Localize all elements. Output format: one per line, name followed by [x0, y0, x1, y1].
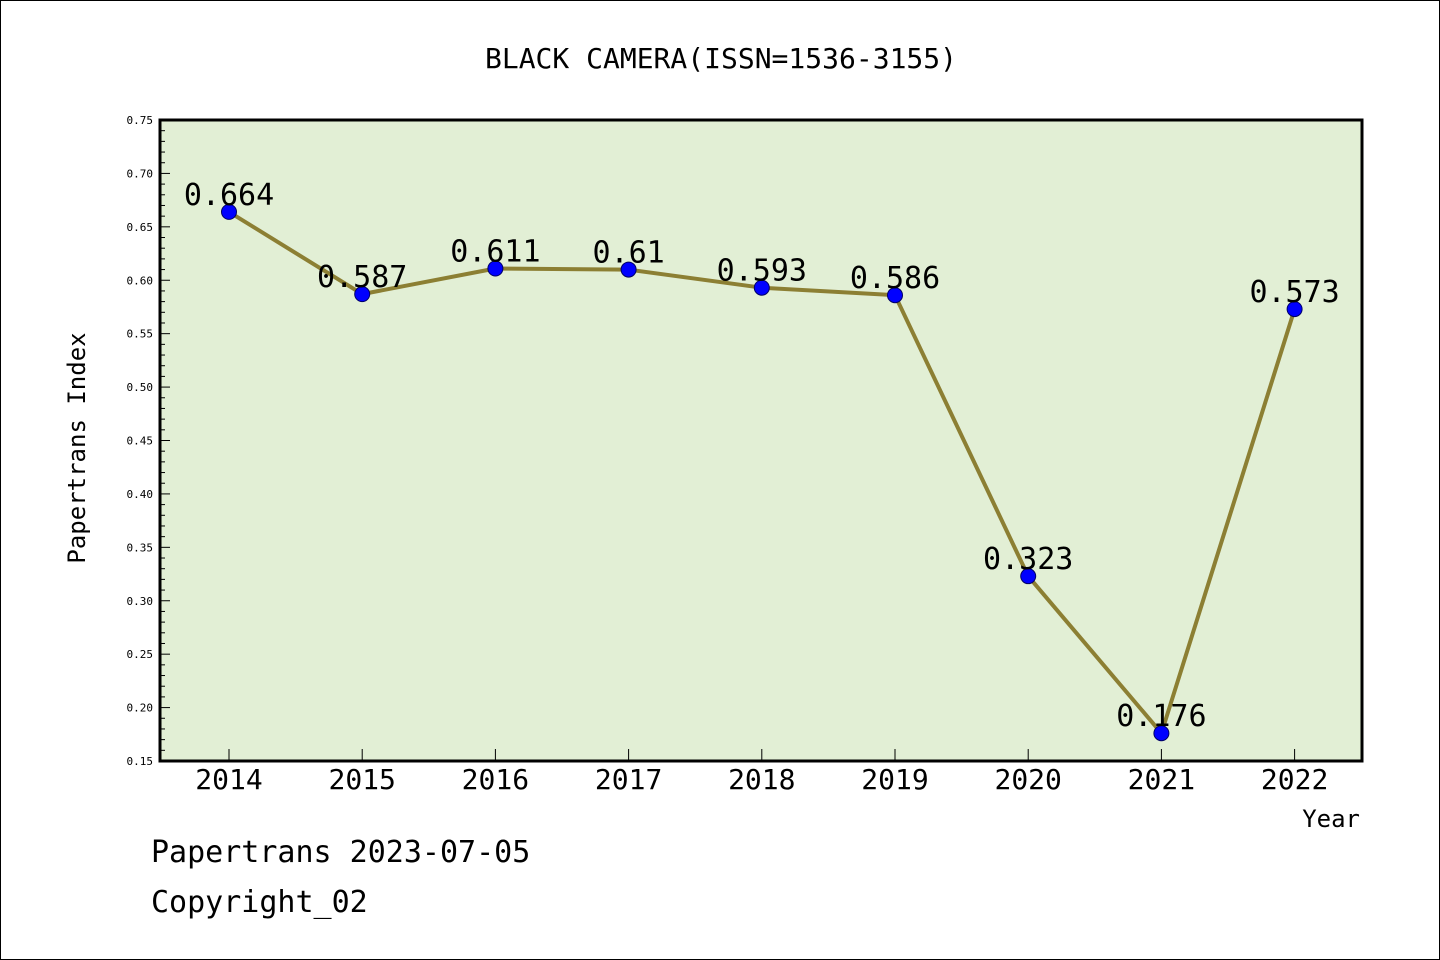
data-label: 0.664	[184, 178, 274, 213]
x-tick-label: 2019	[861, 763, 928, 796]
y-tick-label: 0.50	[127, 381, 154, 394]
data-point	[1286, 301, 1303, 318]
data-point	[1020, 568, 1037, 585]
footer-copyright: Copyright_02	[151, 885, 368, 920]
y-tick-label: 0.55	[127, 328, 154, 341]
data-labels: 0.664 0.587 0.611 0.61 0.593 0.586 0.323 0.176 0…	[184, 178, 1340, 734]
y-tick-label: 0.75	[127, 114, 154, 127]
chart-title: BLACK CAMERA(ISSN=1536-3155)	[485, 42, 957, 75]
y-axis-ticks: 0.15 0.20 0.25 0.30 0.35 0.40 0.45 0.50 0.55 0.60…	[127, 114, 170, 768]
y-tick-label: 0.20	[127, 702, 154, 715]
x-axis-ticks: 2014 2015 2016 2017 2018 2019 2020 2021 2022	[195, 749, 1328, 796]
data-label: 0.593	[717, 254, 807, 289]
y-tick-label: 0.65	[127, 221, 154, 234]
data-point	[1153, 725, 1170, 742]
x-tick-label: 2021	[1128, 763, 1195, 796]
y-tick-label: 0.30	[127, 595, 154, 608]
x-tick-label: 2020	[994, 763, 1061, 796]
y-tick-label: 0.15	[127, 755, 154, 768]
plot-frame	[158, 118, 1364, 763]
data-point	[620, 261, 637, 278]
footer-date: Papertrans 2023-07-05	[151, 835, 531, 870]
y-tick-label: 0.35	[127, 541, 154, 554]
x-tick-label: 2017	[595, 763, 662, 796]
series-markers	[221, 203, 1303, 742]
data-point	[354, 286, 371, 303]
x-tick-label: 2015	[328, 763, 395, 796]
x-tick-label: 2014	[195, 763, 262, 796]
data-label: 0.61	[592, 236, 664, 271]
x-tick-label: 2022	[1261, 763, 1328, 796]
x-tick-label: 2018	[728, 763, 795, 796]
y-tick-label: 0.45	[127, 435, 154, 448]
plot-area	[160, 120, 1362, 761]
data-point	[221, 203, 237, 220]
y-axis-label: Papertrans Index	[63, 332, 91, 563]
data-point	[487, 260, 504, 277]
data-label: 0.611	[450, 234, 540, 269]
y-tick-label: 0.40	[127, 488, 154, 501]
data-label: 0.587	[317, 260, 407, 295]
data-label: 0.176	[1116, 699, 1206, 734]
x-axis-label: Year	[1302, 805, 1360, 833]
x-tick-label: 2016	[462, 763, 529, 796]
y-tick-label: 0.60	[127, 274, 154, 287]
y-tick-label: 0.70	[127, 167, 154, 180]
data-label: 0.323	[983, 542, 1073, 577]
data-label: 0.586	[850, 261, 940, 296]
y-tick-label: 0.25	[127, 648, 154, 661]
data-label: 0.573	[1249, 275, 1339, 310]
data-point	[887, 287, 903, 304]
data-point	[753, 279, 770, 296]
